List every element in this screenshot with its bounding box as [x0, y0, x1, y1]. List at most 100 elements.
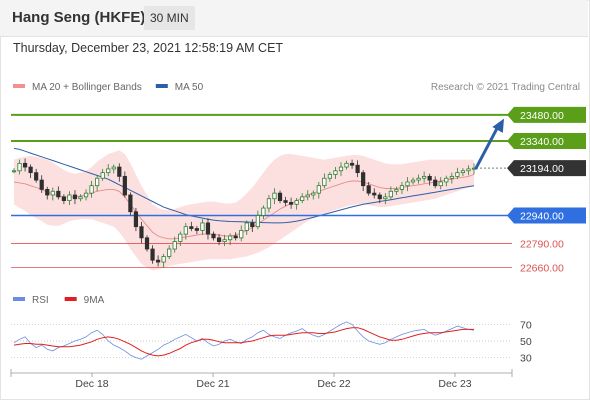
candle-body: [416, 177, 421, 181]
candle-body: [377, 194, 382, 200]
candle-body: [211, 233, 216, 239]
level-label-22940.00: 22940.00: [520, 210, 564, 222]
x-tick-label-3: Dec 22: [317, 378, 350, 390]
candle-body: [45, 189, 50, 196]
level-label-23194.00: 23194.00: [520, 163, 564, 175]
level-tag-23194.00: 23194.00: [507, 160, 586, 177]
chart-header: Hang Seng (HKFE) 30 MIN: [0, 0, 588, 37]
timestamp: Thursday, December 23, 2021 12:58:19 AM …: [13, 41, 284, 55]
candle-body: [438, 181, 443, 187]
candle-body: [277, 192, 283, 201]
candle-body: [117, 166, 122, 177]
candle-body: [78, 196, 83, 200]
candle-body: [144, 237, 150, 250]
candle-body: [289, 202, 294, 205]
candle-body: [305, 194, 310, 198]
candle-body: [338, 166, 344, 172]
candle-body: [300, 196, 305, 201]
rsi-tick-50: 50: [520, 336, 532, 348]
timeframe-badge[interactable]: 30 MIN: [144, 6, 195, 30]
candle-body: [155, 259, 161, 263]
candle-body: [56, 190, 61, 198]
candle-body: [333, 170, 338, 175]
candle-body: [178, 233, 183, 242]
candle-body: [394, 189, 399, 192]
candle-body: [311, 192, 316, 196]
candle-body: [39, 179, 44, 190]
candle-body: [28, 166, 33, 174]
candle-body: [449, 175, 454, 179]
instrument-title: Hang Seng (HKFE): [12, 9, 146, 26]
candle-body: [410, 179, 416, 183]
candle-body: [72, 194, 78, 200]
candle-body: [61, 196, 66, 201]
candle-body: [433, 179, 438, 187]
x-tick-label-2: Dec 21: [196, 378, 229, 390]
candle-body: [100, 172, 105, 179]
candle-body: [128, 194, 133, 213]
candle-body: [150, 248, 155, 261]
candle-body: [261, 207, 266, 216]
candle-body: [372, 192, 377, 196]
candle-body: [228, 235, 233, 241]
ma50-line: [13, 147, 475, 224]
rsi-legend-swatch-2: [64, 297, 77, 301]
candle-body: [89, 185, 94, 194]
candle-body: [244, 222, 249, 231]
candle-body: [283, 200, 288, 203]
candle-body: [106, 168, 111, 174]
candle-body: [399, 185, 405, 190]
candle-body: [216, 237, 222, 242]
candle-body: [455, 172, 460, 177]
credit-text: Research © 2021 Trading Central: [431, 82, 580, 93]
rsi-tick-30: 30: [520, 353, 532, 365]
candle-body: [222, 239, 227, 242]
candle-body: [349, 162, 355, 166]
rsi-tick-70: 70: [520, 319, 532, 331]
candle-body: [122, 175, 127, 196]
candle-body: [50, 190, 55, 196]
x-tick-label-1: Dec 18: [75, 378, 108, 390]
forecast-arrow: [474, 123, 501, 170]
level-tag-bg: [507, 207, 586, 224]
level-tag-22940.00: 22940.00: [507, 207, 586, 224]
candle-body: [327, 174, 333, 179]
candle-body: [294, 200, 299, 205]
level-label-23340.00: 23340.00: [520, 136, 564, 148]
legend-swatch-2: [155, 84, 168, 88]
legend-label-2: MA 50: [175, 82, 204, 93]
candle-body: [405, 181, 410, 187]
candle-body: [322, 177, 327, 187]
legend-label-1: MA 20 + Bollinger Bands: [32, 82, 142, 93]
level-label-22660.00: 22660.00: [520, 263, 564, 275]
candle-body: [422, 175, 427, 179]
candle-body: [466, 168, 471, 172]
bollinger-band: [14, 150, 474, 271]
candle-body: [161, 256, 166, 263]
candle-body: [388, 190, 393, 198]
level-tag-bg: [507, 160, 586, 177]
candle-body: [383, 196, 388, 200]
level-tag-23480.00: 23480.00: [507, 106, 586, 123]
rsi-legend-swatch-1: [13, 297, 25, 301]
candle-body: [95, 177, 100, 187]
legend-swatch-1: [13, 84, 25, 88]
candle-body: [167, 248, 172, 257]
candle-body: [189, 226, 194, 229]
candle-body: [233, 235, 238, 239]
level-tag-bg: [507, 132, 586, 149]
candle-body: [111, 166, 116, 170]
x-tick-label-4: Dec 23: [438, 378, 471, 390]
candle-body: [172, 241, 177, 250]
candle-body: [22, 162, 28, 168]
candle-body: [355, 164, 360, 174]
candle-body: [34, 172, 39, 181]
candle-body: [250, 222, 255, 228]
candle-body: [266, 198, 272, 209]
candle-body: [444, 177, 449, 183]
candle-body: [316, 185, 321, 194]
candle-body: [361, 172, 366, 187]
candle-body: [11, 170, 17, 173]
candle-body: [255, 215, 260, 228]
